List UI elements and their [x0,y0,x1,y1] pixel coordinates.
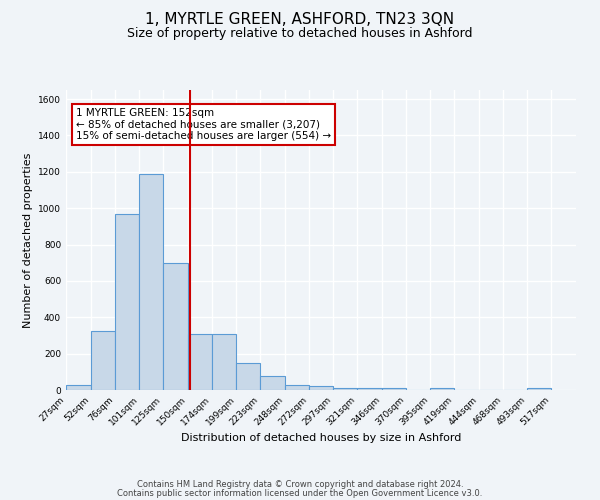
Bar [139,174,163,390]
Bar [66,384,91,390]
Bar [236,362,260,390]
Y-axis label: Number of detached properties: Number of detached properties [23,152,32,328]
Bar [527,388,551,390]
Text: 1 MYRTLE GREEN: 152sqm
← 85% of detached houses are smaller (3,207)
15% of semi-: 1 MYRTLE GREEN: 152sqm ← 85% of detached… [76,108,331,141]
Bar [188,334,212,390]
Bar [334,388,357,390]
X-axis label: Distribution of detached houses by size in Ashford: Distribution of detached houses by size … [181,432,461,442]
Text: Size of property relative to detached houses in Ashford: Size of property relative to detached ho… [127,28,473,40]
Bar [115,214,139,390]
Bar [91,331,115,390]
Bar [382,388,406,390]
Bar [430,388,454,390]
Bar [357,388,382,390]
Bar [285,384,308,390]
Text: 1, MYRTLE GREEN, ASHFORD, TN23 3QN: 1, MYRTLE GREEN, ASHFORD, TN23 3QN [145,12,455,28]
Bar [260,376,285,390]
Bar [163,262,188,390]
Bar [308,386,334,390]
Text: Contains HM Land Registry data © Crown copyright and database right 2024.: Contains HM Land Registry data © Crown c… [137,480,463,489]
Bar [212,334,236,390]
Text: Contains public sector information licensed under the Open Government Licence v3: Contains public sector information licen… [118,488,482,498]
